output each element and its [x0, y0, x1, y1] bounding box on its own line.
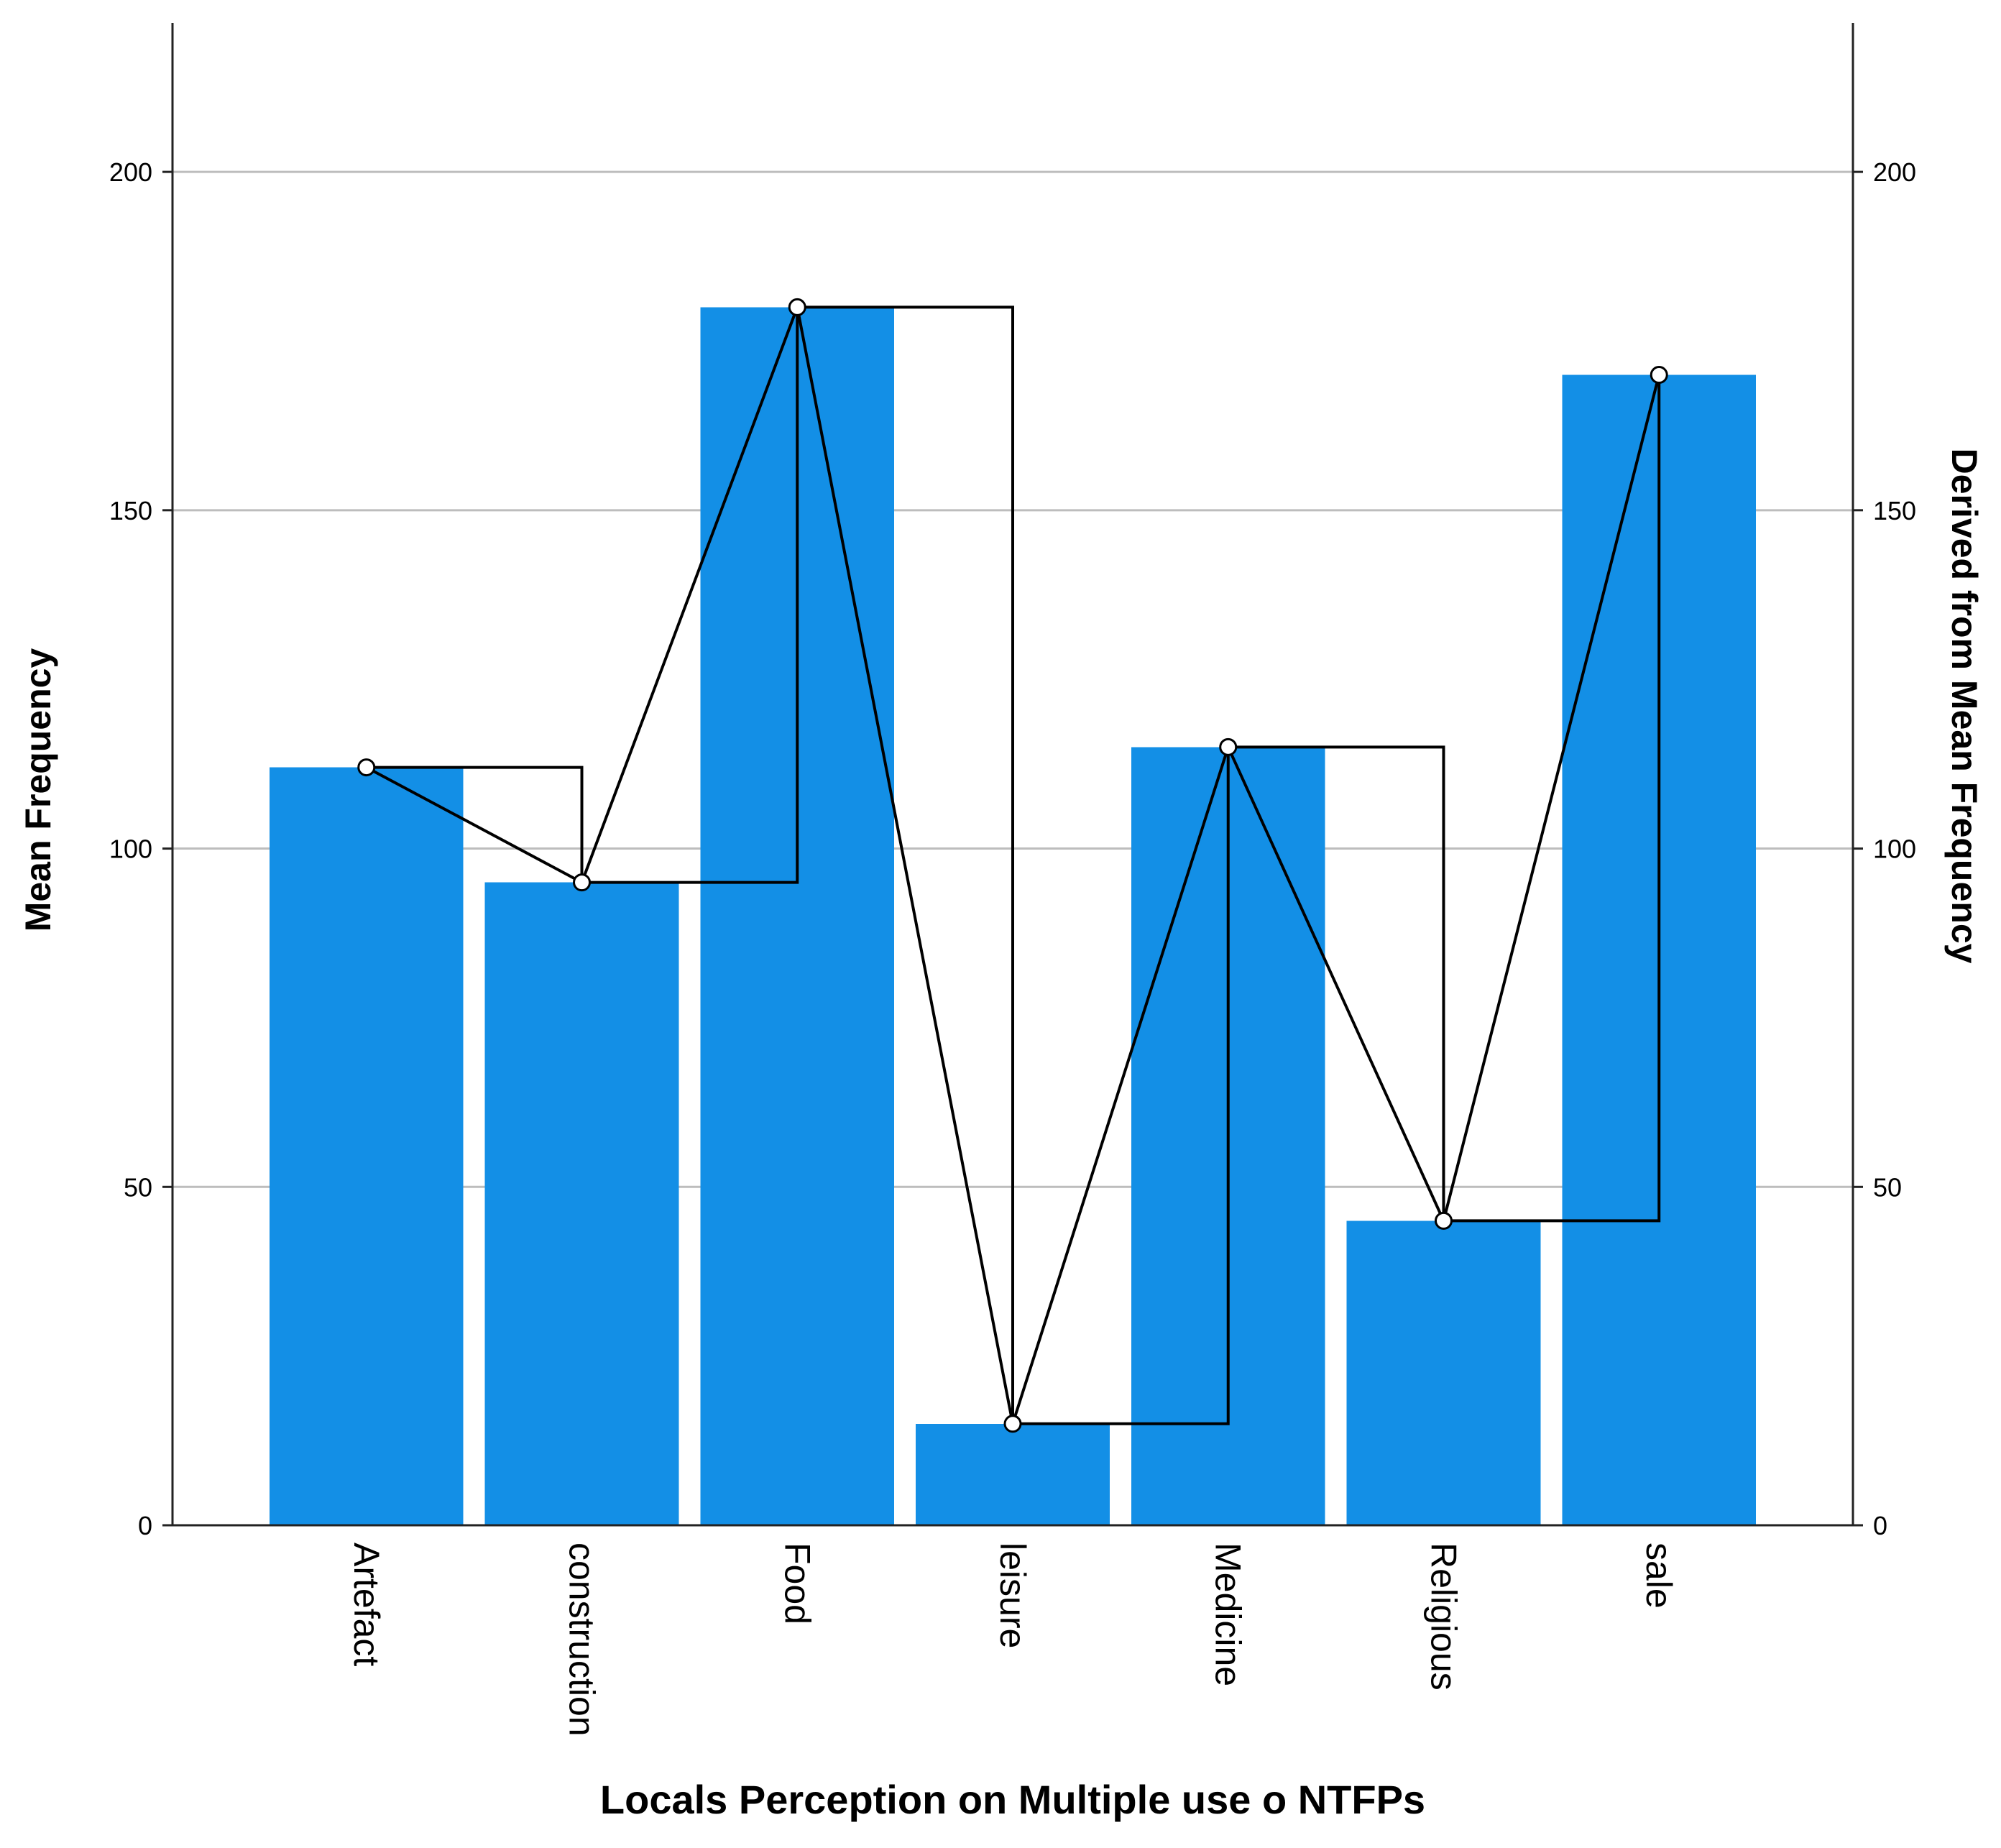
bar — [269, 767, 464, 1525]
y2-tick-label: 200 — [1873, 157, 1916, 187]
y2-tick-label: 50 — [1873, 1172, 1902, 1202]
y2-tick-label: 100 — [1873, 835, 1916, 864]
bar — [1346, 1220, 1541, 1525]
data-point — [1219, 737, 1238, 756]
x-tick-label: Religious — [1423, 1543, 1463, 1691]
y-tick-label: 150 — [109, 496, 152, 525]
y-tick-label: 0 — [138, 1511, 152, 1540]
x-tick-label: construction — [562, 1543, 602, 1737]
data-point — [357, 758, 376, 777]
x-tick-label: Artefact — [346, 1543, 387, 1666]
data-point — [788, 298, 806, 316]
data-point — [1434, 1211, 1453, 1230]
overlay-lines — [357, 298, 1668, 1433]
y2-axis-label: Derived from Mean Frequency — [1944, 449, 1984, 964]
y2-tick-label: 150 — [1873, 496, 1916, 525]
y-tick-label: 50 — [124, 1172, 152, 1202]
y-axis-label: Mean Frequency — [18, 648, 58, 932]
data-point — [1650, 366, 1668, 385]
y-tick-label: 200 — [109, 157, 152, 187]
bar — [484, 882, 679, 1525]
y2-tick-label: 0 — [1873, 1511, 1887, 1540]
x-axis-label: Locals Perception on Multiple use o NTFP… — [600, 1777, 1425, 1822]
y-tick-label: 100 — [109, 835, 152, 864]
axes — [162, 23, 1863, 1527]
x-tick-label: Medicine — [1208, 1543, 1248, 1686]
bar — [916, 1423, 1110, 1525]
x-tick-label: sale — [1639, 1543, 1679, 1609]
labels: Mean Frequency Derived from Mean Frequen… — [18, 157, 1984, 1822]
x-tick-label: leisure — [993, 1543, 1033, 1648]
data-point — [1003, 1415, 1022, 1433]
x-tick-label: Food — [777, 1543, 817, 1624]
data-point — [573, 873, 592, 892]
